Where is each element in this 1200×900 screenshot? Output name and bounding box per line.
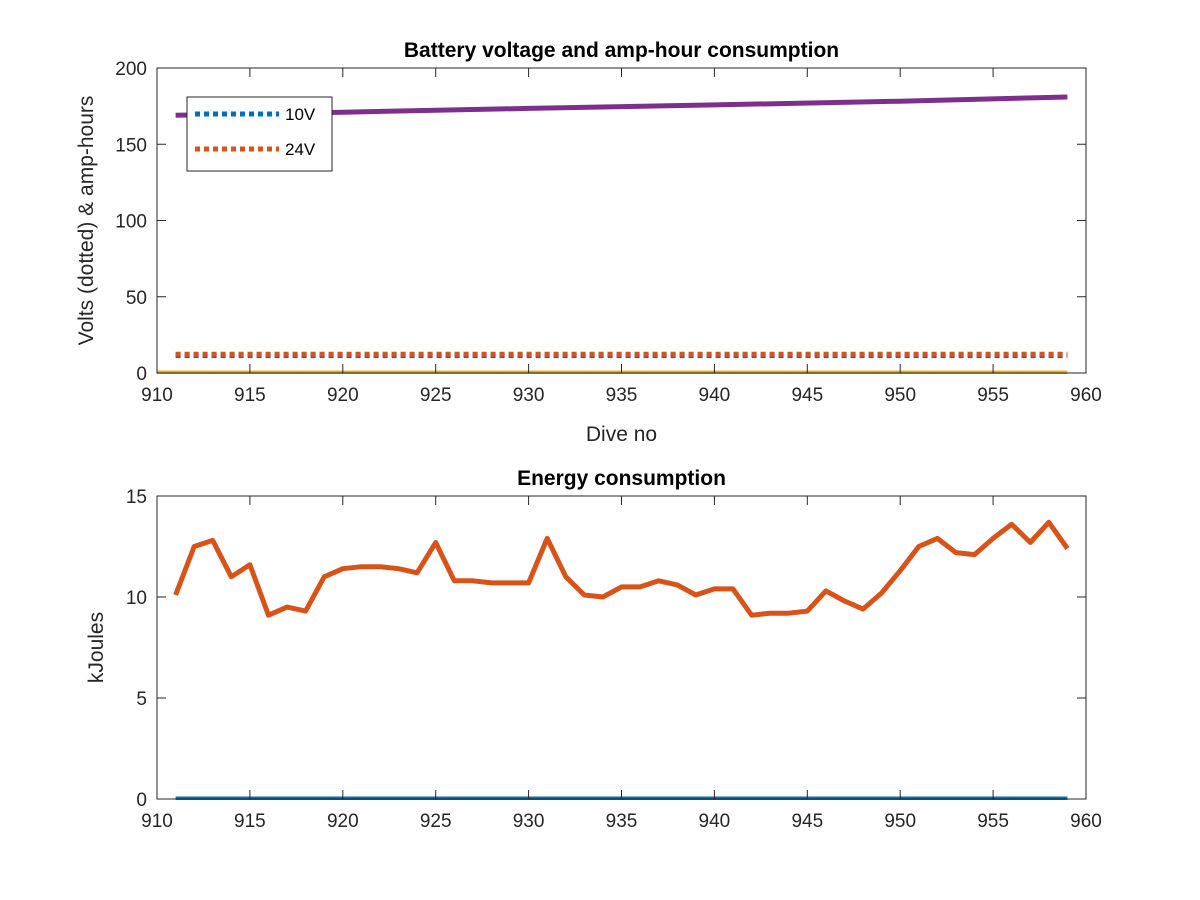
legend-label-10v: 10V bbox=[285, 105, 316, 124]
x-tick-label: 945 bbox=[791, 385, 823, 406]
x-tick-label: 945 bbox=[791, 811, 823, 832]
y-tick-label: 50 bbox=[126, 288, 147, 309]
energy-chart-title: Energy consumption bbox=[517, 467, 726, 490]
x-tick-label: 925 bbox=[420, 385, 452, 406]
series-line-0 bbox=[173, 519, 1070, 618]
x-tick-label: 960 bbox=[1070, 811, 1102, 832]
x-tick-label: 915 bbox=[234, 385, 266, 406]
legend-label-24v: 24V bbox=[285, 140, 316, 159]
voltage-chart-title: Battery voltage and amp-hour consumption bbox=[404, 39, 839, 62]
x-tick-label: 955 bbox=[977, 811, 1009, 832]
x-tick-label: 950 bbox=[884, 385, 916, 406]
x-tick-label: 910 bbox=[141, 385, 173, 406]
legend-box bbox=[186, 96, 333, 172]
x-tick-label: 960 bbox=[1070, 385, 1102, 406]
x-tick-label: 930 bbox=[513, 811, 545, 832]
x-tick-label: 935 bbox=[606, 385, 638, 406]
y-tick-label: 15 bbox=[126, 487, 147, 508]
x-tick-label: 925 bbox=[420, 811, 452, 832]
x-tick-label: 930 bbox=[513, 385, 545, 406]
energy-y-axis-label: kJoules bbox=[85, 612, 108, 683]
voltage-subplot: Battery voltage and amp-hour consumption… bbox=[75, 39, 1102, 446]
voltage-x-axis-label: Dive no bbox=[586, 423, 657, 446]
x-tick-label: 915 bbox=[234, 811, 266, 832]
y-tick-label: 150 bbox=[115, 135, 147, 156]
y-tick-label: 200 bbox=[115, 59, 147, 80]
y-tick-label: 100 bbox=[115, 212, 147, 233]
y-tick-label: 10 bbox=[126, 588, 147, 609]
x-tick-label: 950 bbox=[884, 811, 916, 832]
x-tick-label: 955 bbox=[977, 385, 1009, 406]
energy-subplot: Energy consumption kJoules 910 915 920 925 9… bbox=[85, 467, 1102, 832]
x-tick-label: 940 bbox=[699, 385, 731, 406]
x-tick-label: 935 bbox=[606, 811, 638, 832]
energy-plot-area: 910 915 920 925 930 935 940 945 950 955 960 0 5 10 15 bbox=[126, 487, 1102, 832]
y-tick-label: 5 bbox=[136, 689, 147, 710]
y-tick-label: 0 bbox=[136, 364, 147, 385]
x-tick-label: 920 bbox=[327, 385, 359, 406]
x-tick-label: 910 bbox=[141, 811, 173, 832]
voltage-y-axis-label: Volts (dotted) & amp-hours bbox=[75, 96, 98, 346]
x-tick-label: 940 bbox=[699, 811, 731, 832]
voltage-legend: 10V 24V bbox=[186, 96, 333, 172]
x-tick-label: 920 bbox=[327, 811, 359, 832]
y-tick-label: 0 bbox=[136, 790, 147, 811]
